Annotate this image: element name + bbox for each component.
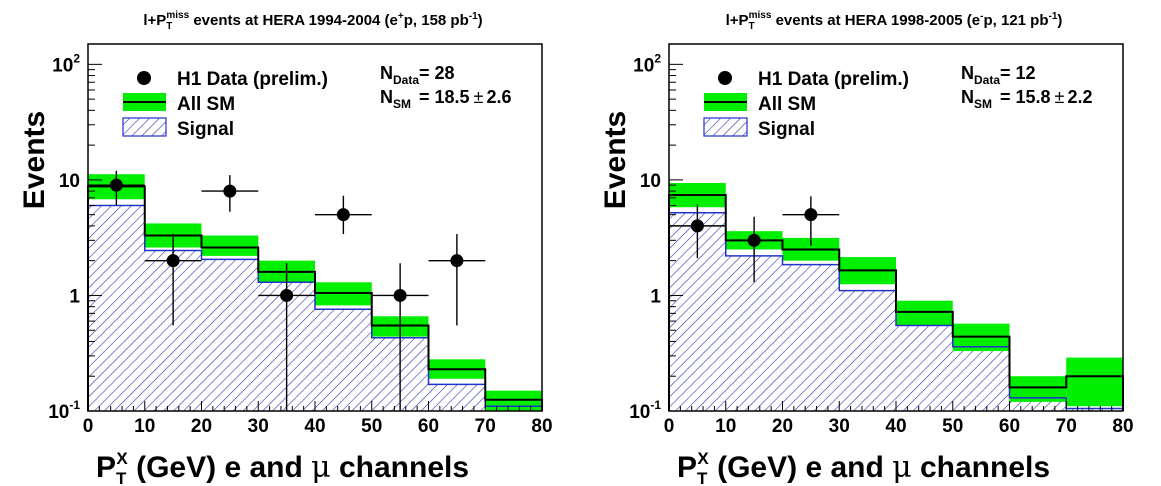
x-tick-label: 80: [1112, 416, 1133, 437]
legend-label-data: H1 Data (prelim.): [177, 69, 328, 90]
right-histogram: l+PTmiss events at HERA 1998-2005 (e-p, …: [599, 10, 1134, 486]
data-marker: [804, 208, 818, 222]
x-tick-label: 70: [1056, 416, 1077, 437]
data-point: [144, 234, 202, 326]
legend-label-signal: Signal: [758, 119, 815, 140]
legend-label-signal: Signal: [177, 119, 234, 140]
x-tick-label: 80: [531, 416, 552, 437]
x-tick-label: 10: [134, 416, 155, 437]
data-marker: [747, 233, 761, 247]
data-marker: [690, 219, 704, 233]
y-axis-label: Events: [18, 111, 51, 209]
y-tick-label: 1: [650, 286, 661, 307]
sm-band-bin: [1066, 357, 1123, 407]
x-tick-label: 0: [664, 416, 675, 437]
x-axis-label: PTX (GeV) e and μ channels: [96, 449, 469, 486]
chart-title: l+PTmiss events at HERA 1994-2004 (e+p, …: [143, 10, 482, 32]
legend-signal-swatch: [122, 117, 167, 137]
legend-data-marker: [718, 71, 732, 85]
x-tick-label: 70: [475, 416, 496, 437]
x-tick-label: 20: [191, 416, 212, 437]
y-tick-label: 10-1: [48, 398, 80, 423]
n-data-annotation: NData= 28: [380, 63, 455, 87]
data-point: [669, 204, 726, 259]
x-tick-label: 0: [83, 416, 94, 437]
y-axis-label: Events: [599, 111, 632, 209]
y-tick-label: 10-1: [629, 398, 661, 423]
sm-band-bin: [896, 300, 953, 326]
data-marker: [223, 184, 237, 198]
x-tick-label: 30: [248, 416, 269, 437]
left-histogram: l+PTmiss events at HERA 1994-2004 (e+p, …: [18, 10, 553, 486]
y-ticks: [669, 63, 683, 412]
x-tick-label: 40: [885, 416, 906, 437]
sm-band-bin: [201, 235, 259, 256]
legend-label-sm: All SM: [758, 94, 816, 115]
chart-title: l+PTmiss events at HERA 1998-2005 (e-p, …: [726, 10, 1063, 32]
x-tick-label: 20: [772, 416, 793, 437]
data-marker: [393, 288, 407, 302]
y-tick-label: 10: [59, 171, 80, 192]
x-tick-label: 60: [418, 416, 439, 437]
legend: H1 Data (prelim.) All SM Signal: [703, 69, 909, 140]
x-ticks: [668, 401, 1124, 411]
n-sm-annotation: NSM = 15.8 ±2.2: [961, 87, 1092, 111]
data-marker: [336, 208, 350, 222]
x-tick-label: 50: [942, 416, 963, 437]
sm-line: [668, 194, 1124, 411]
x-tick-label: 30: [829, 416, 850, 437]
sm-line: [87, 185, 543, 411]
legend: H1 Data (prelim.) All SM Signal: [122, 69, 328, 140]
x-tick-label: 60: [999, 416, 1020, 437]
data-point: [782, 196, 840, 246]
legend-data-marker: [137, 71, 151, 85]
data-marker: [280, 288, 294, 302]
y-tick-label: 1: [69, 286, 80, 307]
y-ticks: [88, 63, 102, 412]
x-tick-label: 50: [361, 416, 382, 437]
data-point: [201, 175, 259, 212]
sm-band-bin: [485, 390, 542, 411]
data-point: [258, 263, 315, 411]
data-marker: [450, 254, 464, 268]
data-marker: [109, 178, 123, 192]
data-marker: [166, 254, 180, 268]
data-point: [88, 170, 145, 206]
left-chart-panel: l+PTmiss events at HERA 1994-2004 (e+p, …: [0, 0, 580, 486]
right-chart-panel: l+PTmiss events at HERA 1998-2005 (e-p, …: [581, 0, 1161, 486]
data-point: [428, 234, 486, 326]
legend-label-data: H1 Data (prelim.): [758, 69, 909, 90]
data-point: [315, 195, 372, 235]
n-sm-annotation: NSM = 18.5 ±2.6: [380, 87, 511, 111]
x-tick-label: 10: [715, 416, 736, 437]
y-tick-label: 102: [52, 51, 80, 76]
y-tick-label: 10: [640, 171, 661, 192]
legend-label-sm: All SM: [177, 94, 235, 115]
data-point: [371, 263, 429, 411]
x-axis-label: PTX (GeV) e and μ channels: [677, 449, 1050, 486]
n-data-annotation: NData= 12: [961, 63, 1036, 87]
y-tick-label: 102: [633, 51, 661, 76]
data-point: [725, 216, 783, 283]
legend-signal-swatch: [703, 117, 748, 137]
x-tick-label: 40: [304, 416, 325, 437]
x-ticks: [87, 401, 543, 411]
